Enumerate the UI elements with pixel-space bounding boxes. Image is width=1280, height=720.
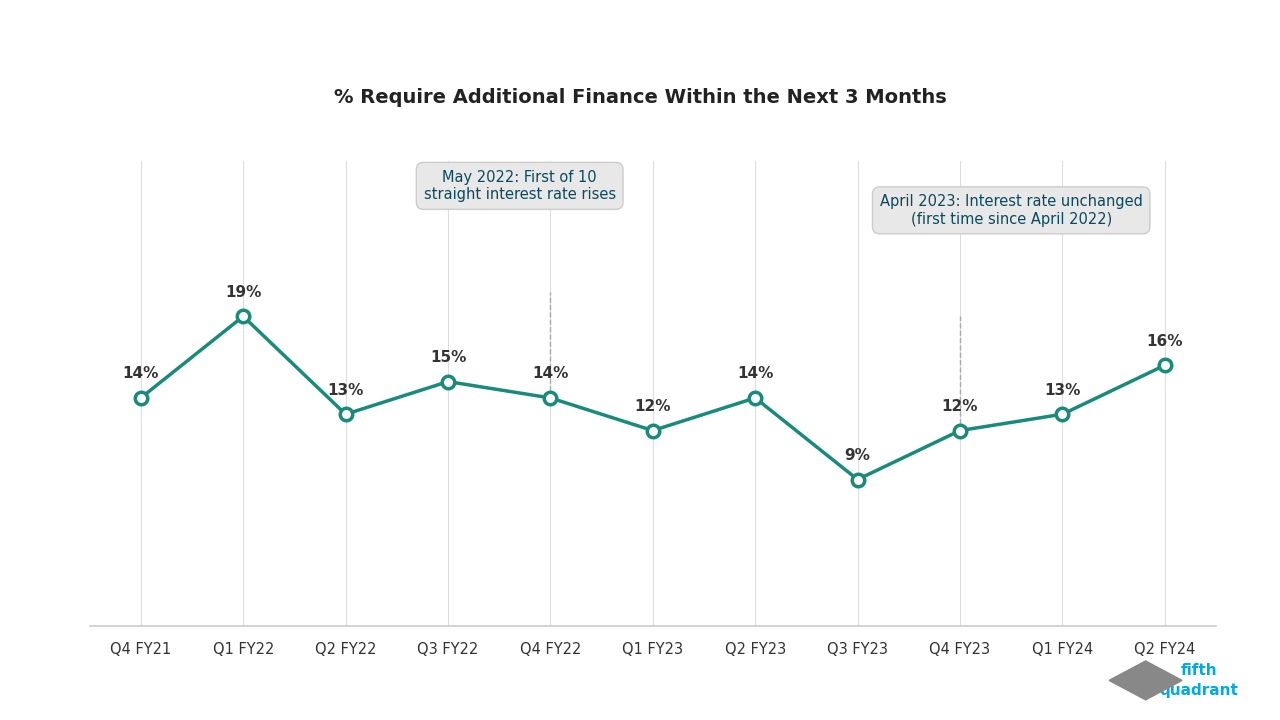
Text: 16%: 16% [1147,333,1183,348]
Text: April 2023: Interest rate unchanged
(first time since April 2022): April 2023: Interest rate unchanged (fir… [879,194,1143,227]
Text: 13%: 13% [328,382,364,397]
Text: quadrant: quadrant [1160,683,1239,698]
Text: 9%: 9% [845,448,870,463]
Text: fifth: fifth [1180,663,1217,678]
Text: 12%: 12% [942,399,978,414]
Text: 14%: 14% [532,366,568,382]
Text: 14%: 14% [737,366,773,382]
Polygon shape [1108,661,1183,700]
Text: May 2022: First of 10
straight interest rate rises: May 2022: First of 10 straight interest … [424,170,616,202]
Text: % Require Additional Finance Within the Next 3 Months: % Require Additional Finance Within the … [334,88,946,107]
Text: 12%: 12% [635,399,671,414]
Text: 13%: 13% [1044,382,1080,397]
Text: 14%: 14% [123,366,159,382]
Text: 19%: 19% [225,284,261,300]
Text: Business Outlook 2024 | Demand for Finance: Business Outlook 2024 | Demand for Finan… [19,17,548,37]
Text: 15%: 15% [430,350,466,365]
